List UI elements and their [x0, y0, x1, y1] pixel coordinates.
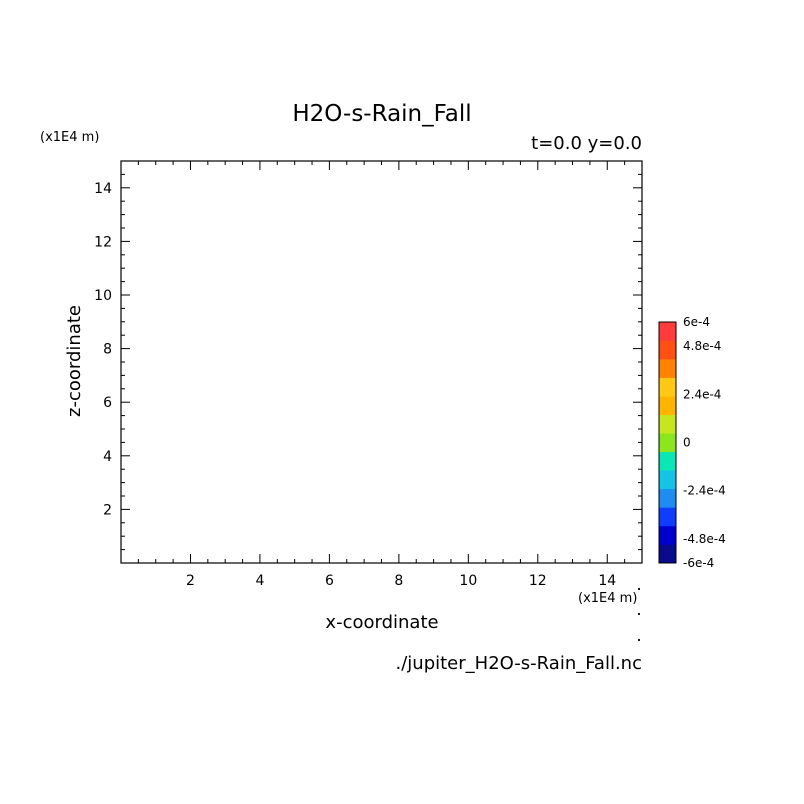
x-tick-label: 8 [394, 573, 403, 589]
axis-tick-labels: 2 4 6 8 10 12 14 2 4 6 8 10 12 14 [94, 181, 616, 589]
x-tick-label: 4 [255, 573, 264, 589]
y-tick-label: 12 [94, 234, 112, 250]
colorbar-label: 4.8e-4 [683, 339, 721, 353]
colorbar-swatch [659, 488, 676, 508]
x-tick-label: 6 [325, 573, 334, 589]
colorbar-label: -4.8e-4 [683, 532, 726, 546]
stray-marks [637, 587, 641, 642]
stray-dot [637, 587, 641, 591]
colorbar-swatch [659, 322, 676, 341]
y-tick-label: 2 [103, 502, 112, 518]
colorbar-swatch [659, 433, 676, 453]
x-axis-unit: (x1E4 m) [578, 591, 637, 606]
plot-area: 2 4 6 8 10 12 14 2 4 6 8 10 12 14 [94, 160, 643, 589]
colorbar-labels: 6e-4 4.8e-4 2.4e-4 0 -2.4e-4 -4.8e-4 -6e-4 [683, 315, 726, 570]
y-tick-label: 10 [94, 288, 112, 304]
colorbar-swatch [659, 451, 676, 471]
y-tick-label: 4 [103, 449, 112, 465]
colorbar-swatch [659, 470, 676, 490]
x-tick-label: 2 [186, 573, 195, 589]
stray-dot [637, 612, 641, 616]
y-axis-unit: (x1E4 m) [40, 130, 99, 145]
colorbar-swatch [659, 507, 676, 527]
colorbar-label: 0 [683, 436, 691, 450]
y-tick-label: 14 [94, 181, 112, 197]
colorbar-swatch [659, 377, 676, 397]
y-axis-label: z-coordinate [64, 305, 85, 417]
colorbar-swatch [659, 340, 676, 360]
colorbar-label: -6e-4 [683, 556, 714, 570]
x-tick-label: 12 [529, 573, 547, 589]
x-axis-label: x-coordinate [325, 612, 438, 633]
axis-ticks [121, 161, 642, 563]
colorbar-swatch [659, 525, 676, 545]
colorbar-swatch [659, 544, 676, 564]
y-tick-label: 6 [103, 395, 112, 411]
colorbar-swatch [659, 414, 676, 434]
colorbar [658, 321, 677, 564]
stray-dot [637, 638, 641, 642]
x-tick-label: 10 [459, 573, 477, 589]
footer-filename: ./jupiter_H2O-s-Rain_Fall.nc [396, 653, 643, 674]
colorbar-label: -2.4e-4 [683, 484, 726, 498]
plot-frame [120, 160, 643, 564]
y-tick-label: 8 [103, 342, 112, 358]
colorbar-swatch [659, 359, 676, 378]
colorbar-swatch [659, 396, 676, 415]
x-tick-label: 14 [598, 573, 616, 589]
colorbar-label: 2.4e-4 [683, 387, 721, 401]
colorbar-label: 6e-4 [683, 315, 710, 329]
colorbar-frame [658, 321, 677, 564]
chart-title: H2O-s-Rain_Fall [292, 101, 471, 127]
chart-subtitle: t=0.0 y=0.0 [531, 133, 642, 154]
